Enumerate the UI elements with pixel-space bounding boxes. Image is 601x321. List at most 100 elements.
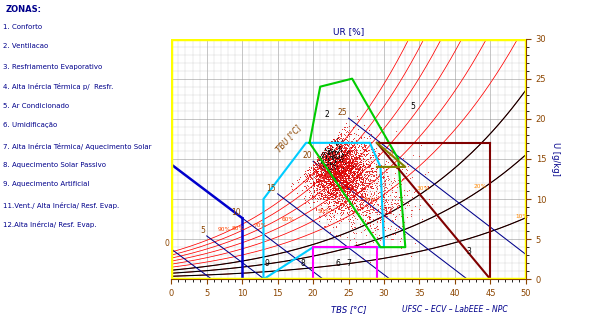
Point [314,196,323,201]
Point [328,175,338,180]
Point [331,138,340,143]
Point [333,204,343,210]
Point [332,182,341,187]
Point [297,188,307,193]
Point [334,183,343,188]
Point [338,178,348,183]
Point [341,189,350,194]
Point [332,142,342,147]
Point [340,163,349,169]
Point [345,166,355,171]
Point [352,169,361,174]
Point [336,171,346,176]
Point [328,166,337,171]
Point [323,149,333,154]
Point [317,192,327,197]
Point [331,193,341,198]
Point [323,162,332,167]
Point [317,154,327,159]
Point [318,159,328,164]
Point [336,147,346,152]
Point [325,154,335,159]
Point [345,178,355,183]
Point [320,172,330,177]
Point [331,160,341,165]
Point [337,138,347,143]
Point [334,147,343,152]
Point [337,183,346,188]
Point [367,153,376,158]
Point [327,171,337,176]
Point [347,173,356,178]
Point [364,208,374,213]
Point [357,153,367,158]
Point [347,161,357,166]
Point [344,195,353,201]
Point [334,134,344,140]
Point [340,157,350,162]
Point [361,145,370,150]
Point [334,195,343,200]
Point [371,173,381,178]
Point [332,160,342,165]
Text: 90%: 90% [218,227,231,232]
Point [340,145,350,150]
Point [315,171,325,177]
Point [349,147,359,152]
Point [356,187,366,192]
Point [327,179,337,185]
Point [331,164,341,169]
Point [340,174,349,179]
Point [338,157,348,162]
Point [341,168,350,173]
Point [327,144,337,150]
Point [353,197,363,202]
Point [390,231,400,236]
Point [337,198,347,203]
Point [345,202,355,207]
Point [338,168,348,173]
Point [327,153,337,159]
Point [299,195,309,200]
Point [316,160,326,165]
Point [352,231,361,236]
Point [350,244,359,249]
Point [308,186,318,191]
Point [347,153,356,158]
Point [363,164,373,169]
Point [336,174,346,179]
Point [346,223,356,229]
Point [358,198,367,203]
Point [352,198,361,203]
Point [319,212,329,217]
Point [355,188,364,194]
Point [340,155,349,160]
Point [341,181,351,187]
Point [323,188,332,193]
Point [362,168,372,173]
Point [308,200,317,205]
Point [324,160,334,165]
Point [337,171,347,176]
Point [386,209,395,214]
Point [320,168,330,173]
Point [330,173,340,178]
Point [346,206,355,211]
Point [330,186,340,191]
Point [361,226,370,231]
Point [329,171,338,176]
Point [331,207,340,212]
Point [316,158,326,163]
Point [382,198,391,203]
Point [375,194,385,199]
Point [340,160,349,165]
Point [329,195,339,200]
Point [332,149,342,154]
Point [378,175,388,180]
Point [357,206,367,211]
Point [384,177,394,182]
Point [365,128,374,133]
Point [323,156,332,161]
Point [347,187,357,192]
Point [367,166,377,171]
